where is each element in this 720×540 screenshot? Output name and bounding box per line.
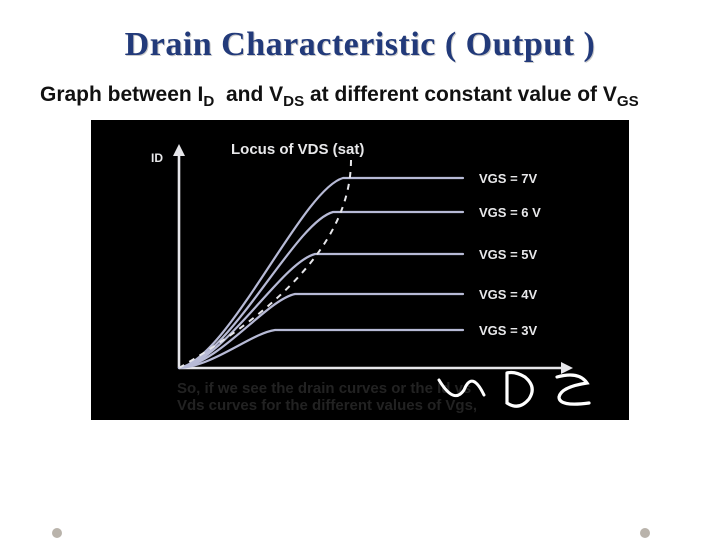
id-curve-vgs-5V	[179, 254, 463, 368]
y-axis-label: ID	[151, 151, 163, 165]
locus-label: Locus of VDS (sat)	[231, 141, 364, 158]
vgs-label-5V: VGS = 5V	[479, 247, 537, 262]
drain-characteristic-chart: ID VGS = 7V VGS = 6 V VGS = 5V VGS = 4V VGS =…	[91, 120, 629, 420]
slide-subtitle: Graph between ID and VDS at different co…	[40, 82, 682, 112]
footer-bullet-left-icon	[52, 528, 62, 538]
vgs-label-6V: VGS = 6 V	[479, 205, 541, 220]
vgs-label-4V: VGS = 4V	[479, 287, 537, 302]
x-axis-arrow-icon	[561, 362, 573, 374]
vgs-label-3V: VGS = 3V	[479, 323, 537, 338]
chart-svg: ID VGS = 7V VGS = 6 V VGS = 5V VGS = 4V VGS =…	[91, 120, 629, 420]
slide: Drain Characteristic ( Output ) Graph be…	[0, 26, 720, 540]
chart-caption: So, if we see the drain curves or the Id…	[177, 380, 547, 415]
footer-bullet-right-icon	[640, 528, 650, 538]
id-curve-vgs-3V	[179, 330, 463, 368]
y-axis-arrow-icon	[173, 144, 185, 156]
slide-title: Drain Characteristic ( Output )	[0, 26, 720, 64]
id-curve-vgs-6V	[179, 212, 463, 368]
vgs-label-7V: VGS = 7V	[479, 171, 537, 186]
